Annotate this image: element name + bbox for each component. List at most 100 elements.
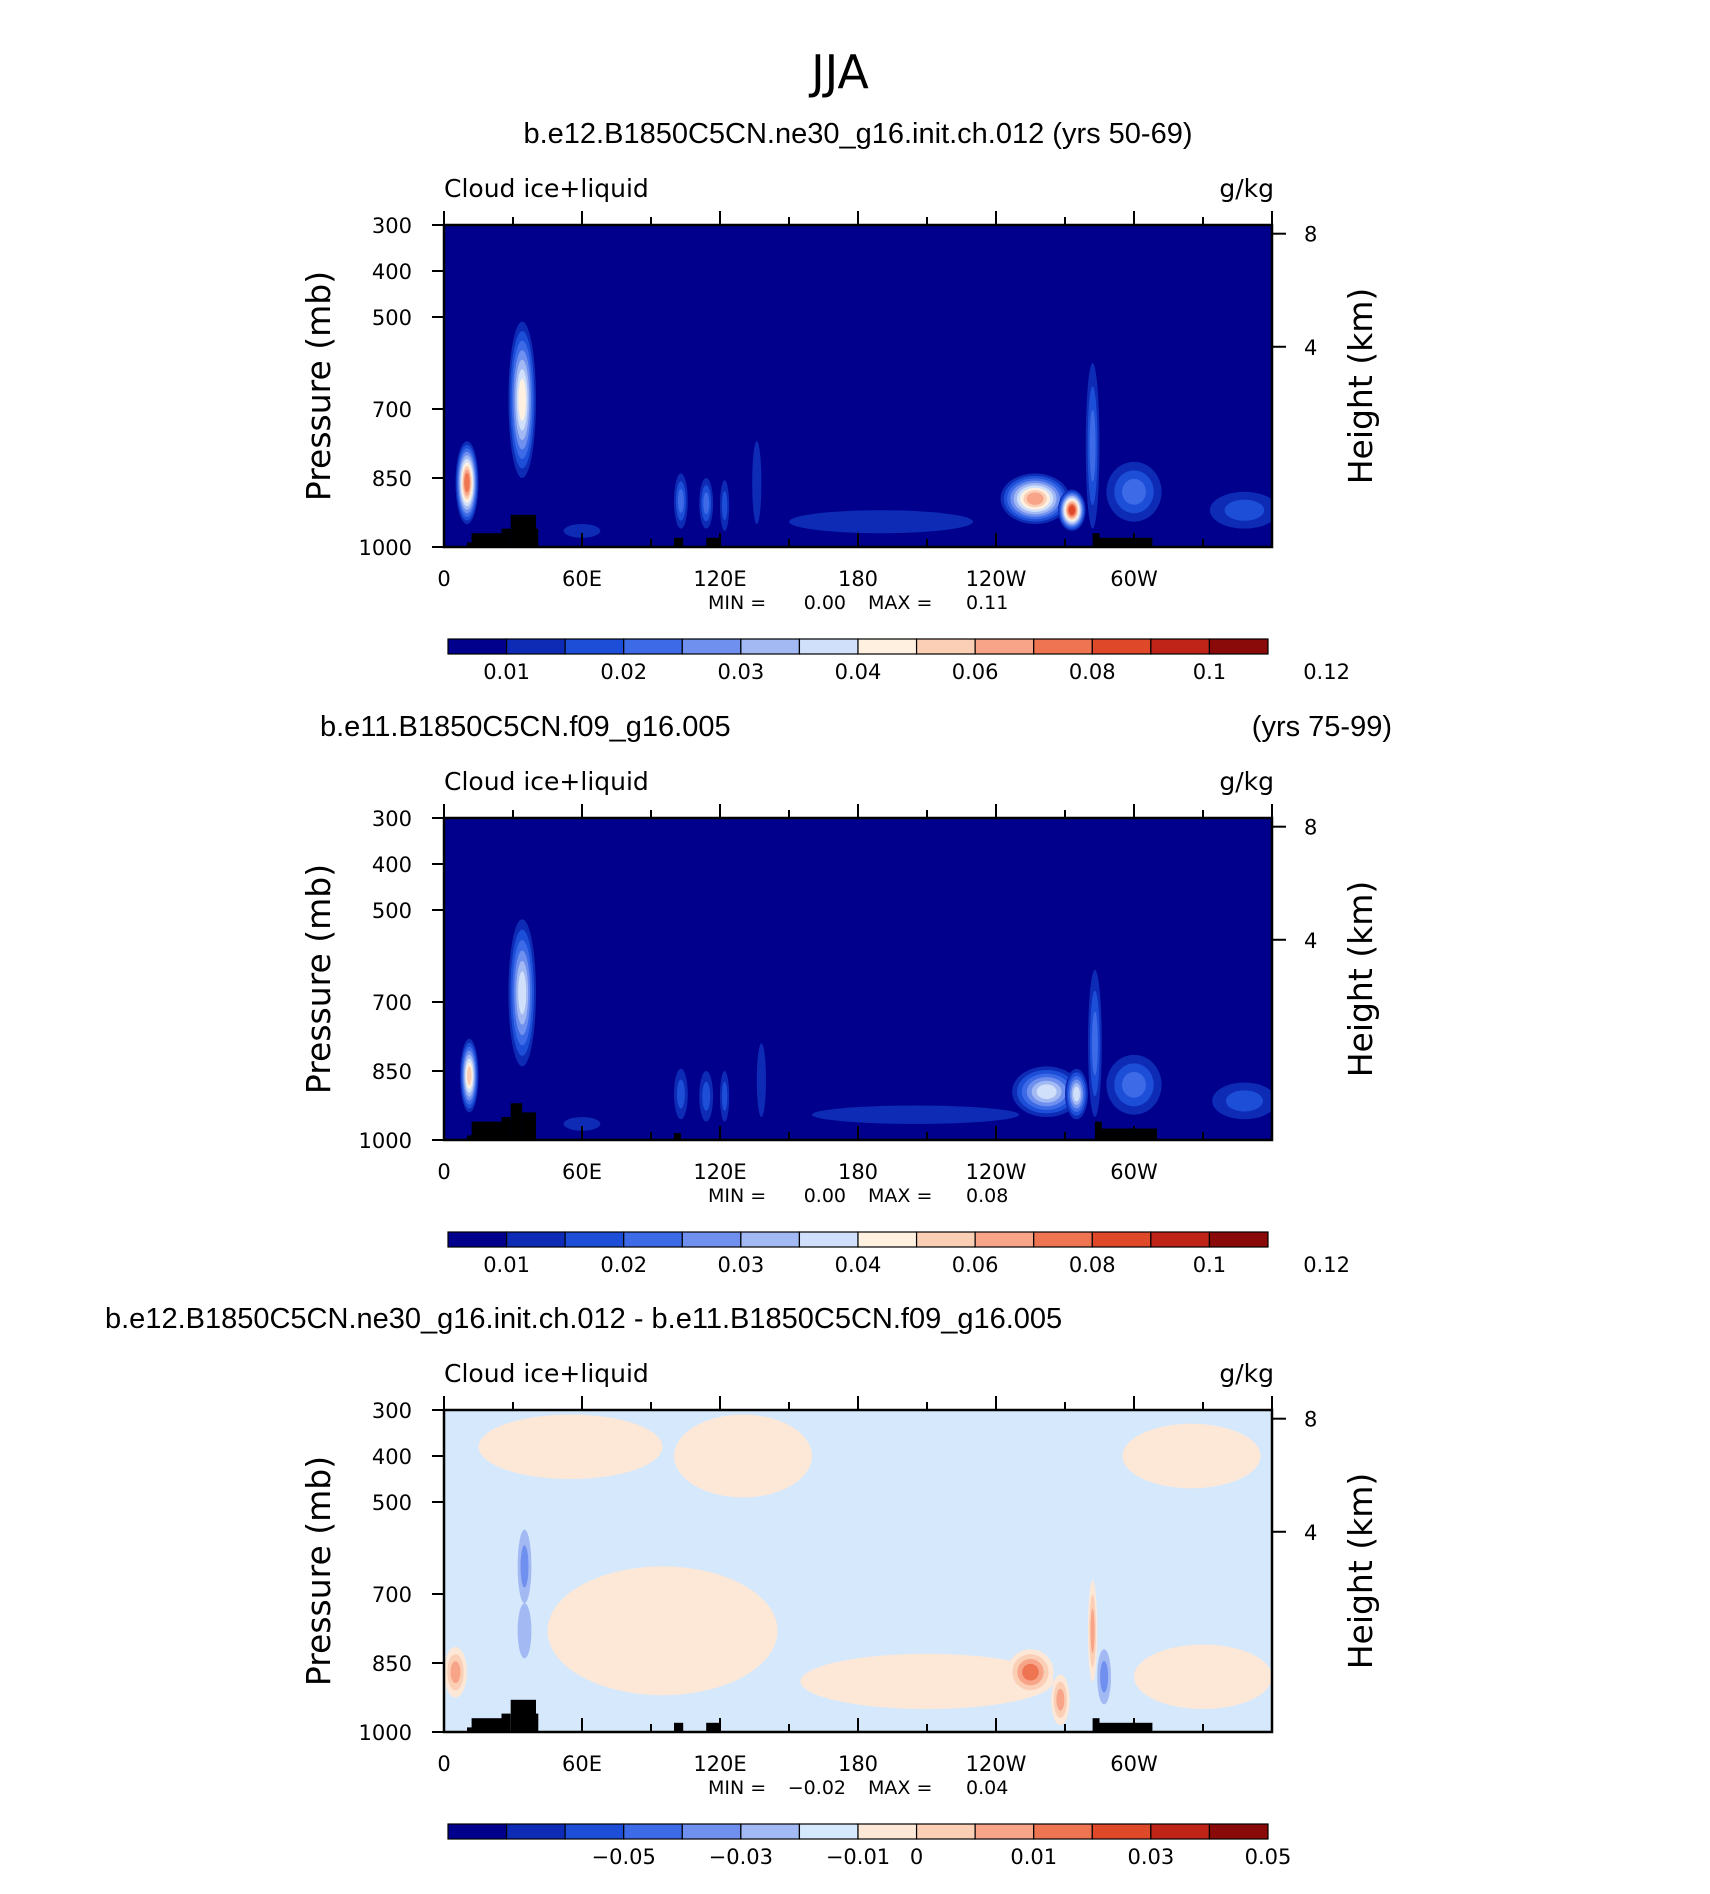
colorbar-label: 0.1 [1193,1253,1226,1277]
topography [536,528,539,547]
panels: b.e12.B1850C5CN.ne30_g16.init.ch.012 (yr… [105,118,1392,1869]
right-tick-label: 4 [1304,336,1317,360]
colorbar-box [798,1231,859,1248]
contour-level [464,472,470,493]
topography [510,1103,523,1140]
colorbar-box [974,638,1035,655]
topography [501,1713,511,1732]
topography [706,537,720,547]
contour-level [702,1081,711,1111]
x-tick-label: 0 [437,1752,450,1776]
colorbar-label: 0.1 [1193,660,1226,684]
contour-level [1122,1423,1261,1489]
contour-level [1134,1644,1272,1710]
y-tick-label: 1000 [359,1129,412,1153]
topography [674,1133,681,1140]
topography [1101,1128,1157,1140]
figure-title: JJA [808,45,869,99]
contour-level [518,971,527,1015]
colorbar-box [798,1823,859,1840]
x-tick-label: 0 [437,567,450,591]
min-value: 0.00 [804,592,846,614]
topography [536,1713,539,1732]
contour-level [478,1414,663,1480]
y-tick-label: 700 [372,1583,412,1607]
colorbar-box [623,1231,683,1248]
colorbar-label: 0.05 [1245,1845,1292,1869]
panel-title: b.e12.B1850C5CN.ne30_g16.init.ch.012 (yr… [523,118,1192,150]
min-value: 0.00 [804,1185,846,1207]
colorbar-box [1033,1231,1093,1248]
colorbar-label: 0.03 [717,660,764,684]
topography [1099,1722,1153,1732]
colorbar-box [1150,1231,1211,1248]
colorbar-label: −0.01 [826,1845,890,1869]
contour-level [518,378,526,422]
contour-level [721,491,728,521]
topography [471,533,502,547]
colorbar-box [681,1823,742,1840]
y-axis-title-right: Height (km) [1341,288,1380,485]
contour-level [1090,1608,1095,1653]
colorbar-box [857,1231,918,1248]
colorbar-box [915,1823,976,1840]
panel-3: b.e12.B1850C5CN.ne30_g16.init.ch.012 - b… [105,1303,1380,1869]
x-tick-label: 180 [838,1160,878,1184]
contour-level [1056,1688,1065,1711]
colorbar-box [564,1231,625,1248]
colorbar-box [447,638,508,655]
min-label: MIN = [708,592,766,614]
topography [501,1117,511,1140]
right-tick-label: 8 [1304,816,1317,840]
max-label: MAX = [868,592,932,614]
variable-label: Cloud ice+liquid [444,767,649,796]
colorbar-box [1208,638,1269,655]
topography [706,1722,720,1732]
contour-level [517,1603,532,1659]
topography [510,1699,536,1732]
y-tick-label: 850 [372,467,412,491]
colorbar-label: 0.06 [952,660,999,684]
colorbar-box [1208,1231,1269,1248]
contour-field [444,225,1272,547]
colorbar-label: 0.08 [1069,660,1116,684]
y-axis-title: Pressure (mb) [299,1456,338,1686]
colorbar-box [1150,1823,1211,1840]
y-axis-title: Pressure (mb) [299,271,338,501]
colorbar-box [740,1823,801,1840]
x-tick-label: 0 [437,1160,450,1184]
x-tick-label: 120W [966,1752,1027,1776]
y-tick-label: 700 [372,991,412,1015]
max-value: 0.04 [966,1777,1008,1799]
units-label: g/kg [1219,767,1274,796]
colorbar-label: 0.01 [483,1253,530,1277]
contour-level [1068,505,1076,515]
colorbar-box [1091,1823,1152,1840]
y-tick-label: 400 [372,260,412,284]
colorbar-box [1033,638,1093,655]
contour-level [466,1066,472,1086]
colorbar-box [505,1231,566,1248]
y-tick-label: 850 [372,1060,412,1084]
topography [471,1718,502,1732]
y-tick-label: 500 [372,1491,412,1515]
colorbar-box [505,1823,566,1840]
y-tick-label: 1000 [359,1721,412,1745]
x-tick-label: 60W [1110,567,1158,591]
contour-level [677,489,684,513]
y-tick-label: 300 [372,214,412,238]
min-value: −0.02 [788,1777,846,1799]
topography [674,537,684,547]
contour-level [1022,1663,1039,1681]
topography [1092,533,1100,547]
x-tick-label: 180 [838,1752,878,1776]
topography [1099,537,1153,547]
colorbar-box [623,638,683,655]
colorbar-box [915,1231,976,1248]
contour-level [721,1081,728,1111]
colorbar-box [564,638,625,655]
x-tick-label: 60E [562,567,602,591]
y-tick-label: 700 [372,398,412,422]
colorbar-label: 0.12 [1303,1253,1350,1277]
